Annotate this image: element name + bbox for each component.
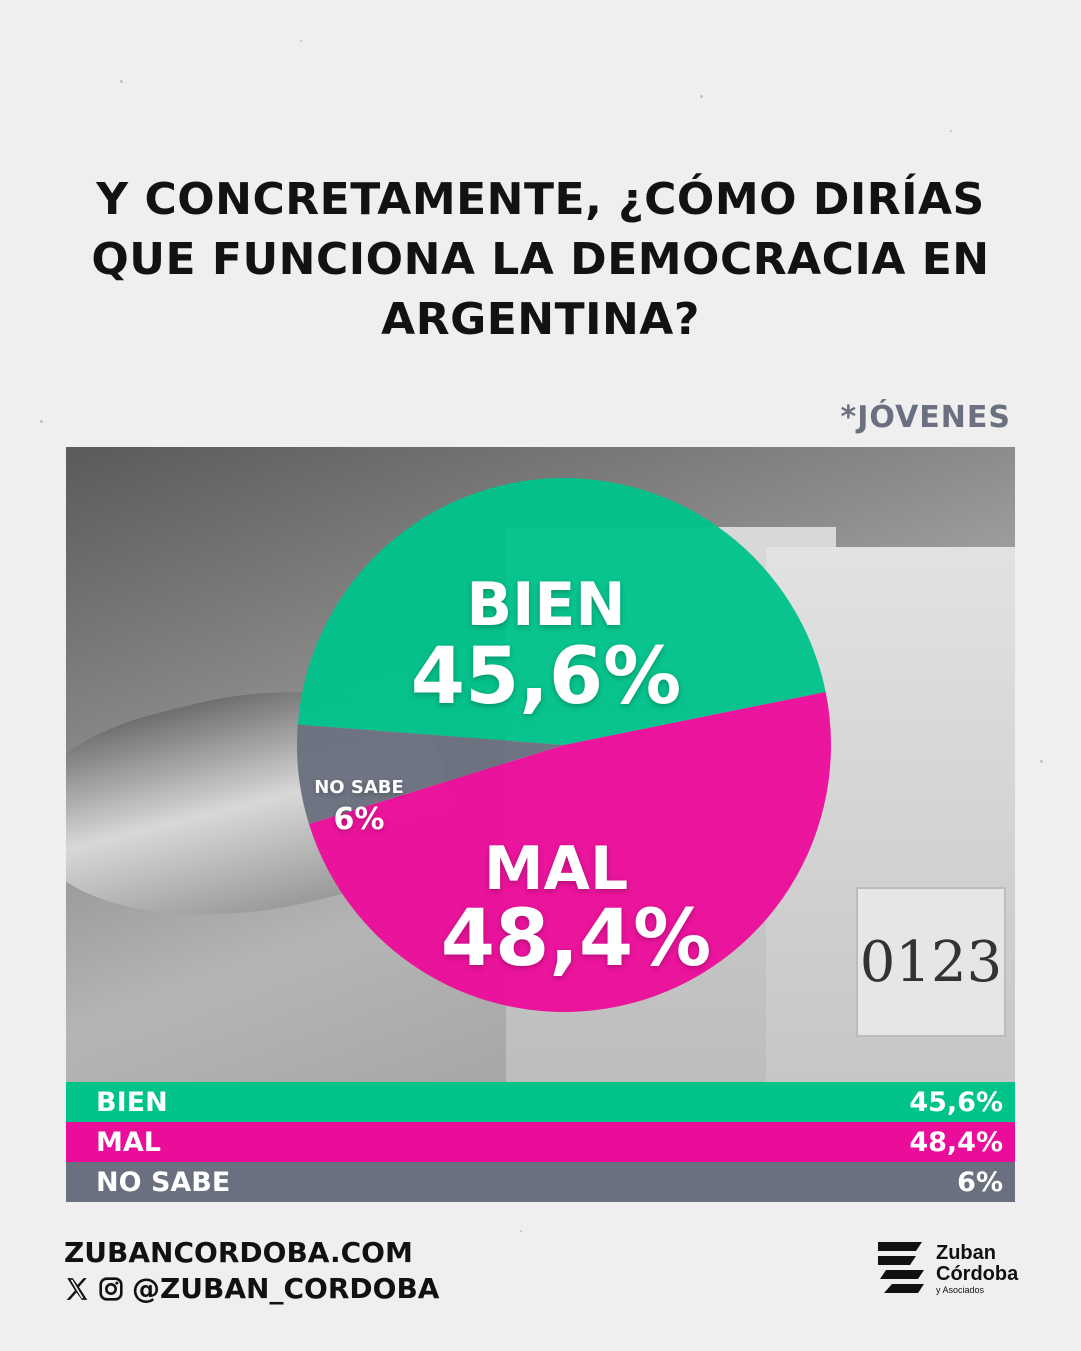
ballot-box-number: 0123	[856, 887, 1006, 1037]
slice-value-no-sabe: 6%	[333, 802, 385, 837]
social-handle[interactable]: @ZUBAN_CORDOBA	[64, 1272, 439, 1305]
legend-row-bien: BIEN 45,6%	[66, 1082, 1015, 1122]
logo-line-2: Córdoba	[936, 1262, 1019, 1285]
results-legend: BIEN 45,6% MAL 48,4% NO SABE 6%	[66, 1082, 1015, 1202]
zuban-cordoba-logo: Zuban Córdoba y Asociados	[874, 1240, 1018, 1298]
slice-label-mal: MAL	[483, 834, 629, 904]
legend-value: 6%	[957, 1166, 1003, 1198]
texture-speck	[1040, 760, 1043, 763]
legend-label: MAL	[96, 1126, 161, 1158]
segment-tag: *JÓVENES	[840, 400, 1011, 435]
pie-chart	[297, 477, 831, 1012]
slice-value-bien: 45,6%	[410, 632, 682, 722]
logo-line-1: Zuban	[936, 1241, 996, 1264]
texture-speck	[520, 1230, 522, 1232]
texture-speck	[300, 40, 302, 42]
website-link[interactable]: ZUBANCORDOBA.COM	[64, 1236, 413, 1269]
legend-value: 48,4%	[909, 1126, 1003, 1158]
texture-speck	[950, 130, 952, 132]
pie-slice-bien	[297, 477, 826, 745]
legend-label: BIEN	[96, 1086, 168, 1118]
pie-slice-no-sabe	[297, 724, 564, 825]
legend-row-no-sabe: NO SABE 6%	[66, 1162, 1015, 1202]
slice-value-mal: 48,4%	[440, 894, 712, 984]
logo-text: Zuban Córdoba y Asociados	[936, 1241, 1019, 1296]
x-icon[interactable]	[64, 1276, 90, 1302]
slice-label-no-sabe: NO SABE	[314, 777, 404, 798]
ballot-box-photo: 0123 BIEN 45,6% MAL 48,4% NO SABE 6%	[66, 447, 1015, 1082]
instagram-icon[interactable]	[98, 1276, 124, 1302]
logo-line-3: y Asociados	[936, 1284, 985, 1295]
legend-label: NO SABE	[96, 1166, 231, 1198]
logo-mark-icon	[878, 1242, 924, 1293]
texture-speck	[120, 80, 123, 83]
legend-value: 45,6%	[909, 1086, 1003, 1118]
page-title: Y CONCRETAMENTE, ¿CÓMO DIRÍAS QUE FUNCIO…	[91, 174, 990, 345]
slice-label-bien: BIEN	[466, 570, 626, 640]
texture-speck	[700, 95, 703, 98]
social-handle-text: @ZUBAN_CORDOBA	[132, 1272, 440, 1305]
pie-slice-mal	[308, 691, 831, 1012]
legend-row-mal: MAL 48,4%	[66, 1122, 1015, 1162]
texture-speck	[40, 420, 43, 423]
